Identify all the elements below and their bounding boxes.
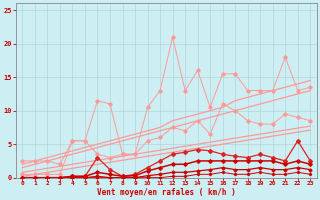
X-axis label: Vent moyen/en rafales ( km/h ): Vent moyen/en rafales ( km/h ) [97,188,236,197]
